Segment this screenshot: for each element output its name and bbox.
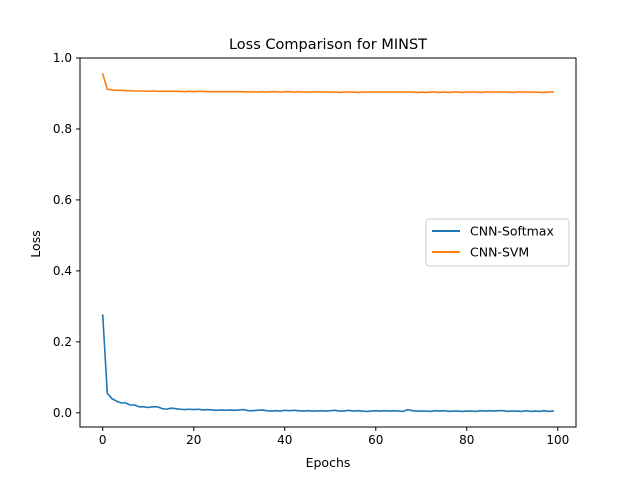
y-tick-label: 0.2 <box>53 335 72 349</box>
x-tick-label: 100 <box>546 433 569 447</box>
x-axis-label: Epochs <box>306 455 351 470</box>
legend-box <box>425 218 570 267</box>
x-tick-label: 0 <box>99 433 107 447</box>
y-tick-label: 0.0 <box>53 406 72 420</box>
plot-frame <box>79 57 577 428</box>
y-tick-label: 1.0 <box>53 51 72 65</box>
x-tick-label: 40 <box>277 433 292 447</box>
series-line-cnn-svm <box>101 72 555 94</box>
y-tick-label: 0.6 <box>53 193 72 207</box>
x-tick-label: 80 <box>459 433 474 447</box>
series-line-cnn-softmax <box>101 314 555 413</box>
legend-label-cnn-svm: CNN-SVM <box>470 245 529 260</box>
y-tick-label: 0.4 <box>53 264 72 278</box>
y-tick-label: 0.8 <box>53 122 72 136</box>
chart-title: Loss Comparison for MINST <box>229 37 427 53</box>
legend-label-cnn-softmax: CNN-Softmax <box>470 224 554 239</box>
legend: CNN-Softmax CNN-SVM <box>425 218 570 267</box>
x-tick-label: 20 <box>186 433 201 447</box>
x-tick-label: 60 <box>368 433 383 447</box>
y-axis-label: Loss <box>28 230 43 257</box>
